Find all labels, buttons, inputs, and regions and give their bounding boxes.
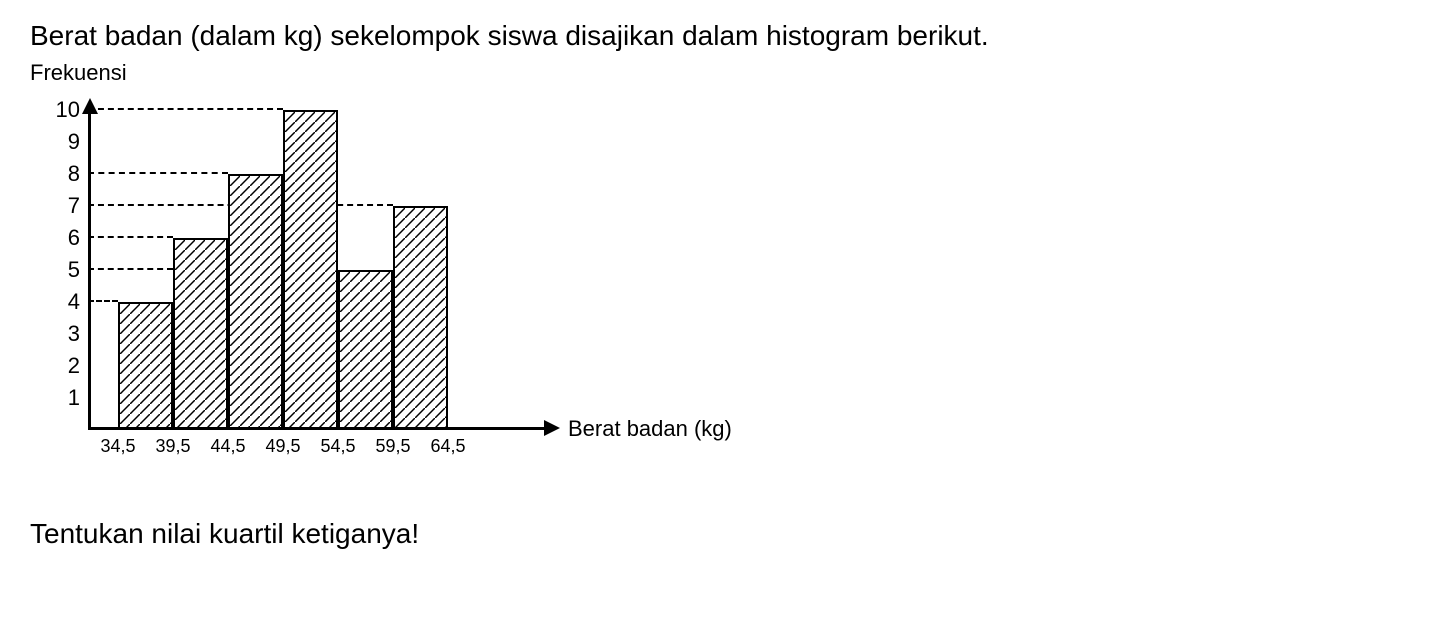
y-tick-label: 5: [68, 257, 80, 283]
y-tick-label: 6: [68, 225, 80, 251]
x-tick-label: 59,5: [375, 436, 410, 457]
arrow-right-icon: [544, 420, 560, 436]
y-axis-ticks: 12345678910: [30, 110, 88, 430]
x-tick-label: 64,5: [430, 436, 465, 457]
histogram-bar: [228, 174, 283, 430]
x-tick-label: 49,5: [265, 436, 300, 457]
x-axis-label: Berat badan (kg): [568, 416, 732, 442]
x-tick-label: 54,5: [320, 436, 355, 457]
histogram-bar: [118, 302, 173, 430]
arrow-up-icon: [82, 98, 98, 114]
y-axis-line: [88, 110, 91, 430]
x-tick-label: 34,5: [100, 436, 135, 457]
y-tick-label: 2: [68, 353, 80, 379]
histogram-chart: 12345678910 34,539,544,549,554,559,564,5…: [30, 90, 590, 470]
x-tick-label: 44,5: [210, 436, 245, 457]
histogram-bar: [393, 206, 448, 430]
histogram-bar: [338, 270, 393, 430]
y-tick-label: 8: [68, 161, 80, 187]
y-tick-label: 4: [68, 289, 80, 315]
y-tick-label: 7: [68, 193, 80, 219]
y-tick-label: 9: [68, 129, 80, 155]
bars-container: [88, 110, 548, 430]
page-title: Berat badan (dalam kg) sekelompok siswa …: [30, 20, 1420, 52]
plot-area: 34,539,544,549,554,559,564,5 Berat badan…: [88, 110, 548, 430]
histogram-bar: [173, 238, 228, 430]
question-text: Tentukan nilai kuartil ketiganya!: [30, 518, 1420, 550]
x-tick-label: 39,5: [155, 436, 190, 457]
y-tick-label: 1: [68, 385, 80, 411]
x-axis-line: [88, 427, 548, 430]
y-tick-label: 3: [68, 321, 80, 347]
y-tick-label: 10: [56, 97, 80, 123]
y-axis-label: Frekuensi: [30, 60, 1420, 86]
histogram-bar: [283, 110, 338, 430]
